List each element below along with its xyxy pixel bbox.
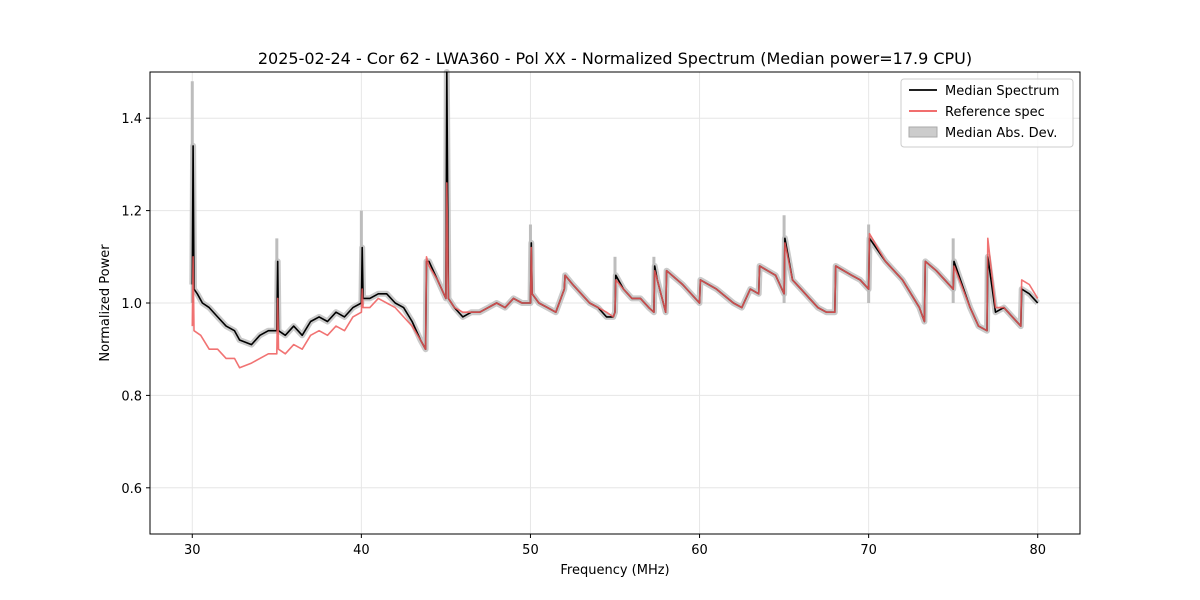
- y-axis-title: Normalized Power: [98, 244, 113, 362]
- x-axis-title: Frequency (MHz): [560, 563, 669, 578]
- x-tick-label: 50: [522, 543, 539, 558]
- x-axis-ticks: 30 40 50 60 70 80: [184, 534, 1046, 558]
- y-tick-label: 1.4: [121, 112, 142, 127]
- legend-label-mad: Median Abs. Dev.: [945, 126, 1057, 141]
- legend-swatch-mad: [908, 126, 938, 138]
- x-tick-label: 80: [1029, 543, 1046, 558]
- reference-spec-line: [191, 182, 1039, 369]
- y-axis-ticks: 0.6 0.8 1.0 1.2 1.4: [121, 112, 150, 497]
- x-tick-label: 30: [184, 543, 201, 558]
- y-tick-label: 1.2: [121, 205, 142, 220]
- legend: Median Spectrum Reference spec Median Ab…: [900, 78, 1074, 148]
- reference-spec-series: [191, 182, 1039, 369]
- y-tick-label: 1.0: [121, 297, 142, 312]
- chart-title: 2025-02-24 - Cor 62 - LWA360 - Pol XX - …: [258, 49, 972, 68]
- y-tick-label: 0.6: [121, 482, 142, 497]
- x-tick-label: 60: [691, 543, 708, 558]
- legend-label-median: Median Spectrum: [945, 84, 1059, 99]
- x-tick-label: 40: [353, 543, 370, 558]
- legend-label-reference: Reference spec: [945, 105, 1045, 120]
- y-tick-label: 0.8: [121, 389, 142, 404]
- legend-box: [900, 78, 1074, 148]
- x-tick-label: 70: [860, 543, 877, 558]
